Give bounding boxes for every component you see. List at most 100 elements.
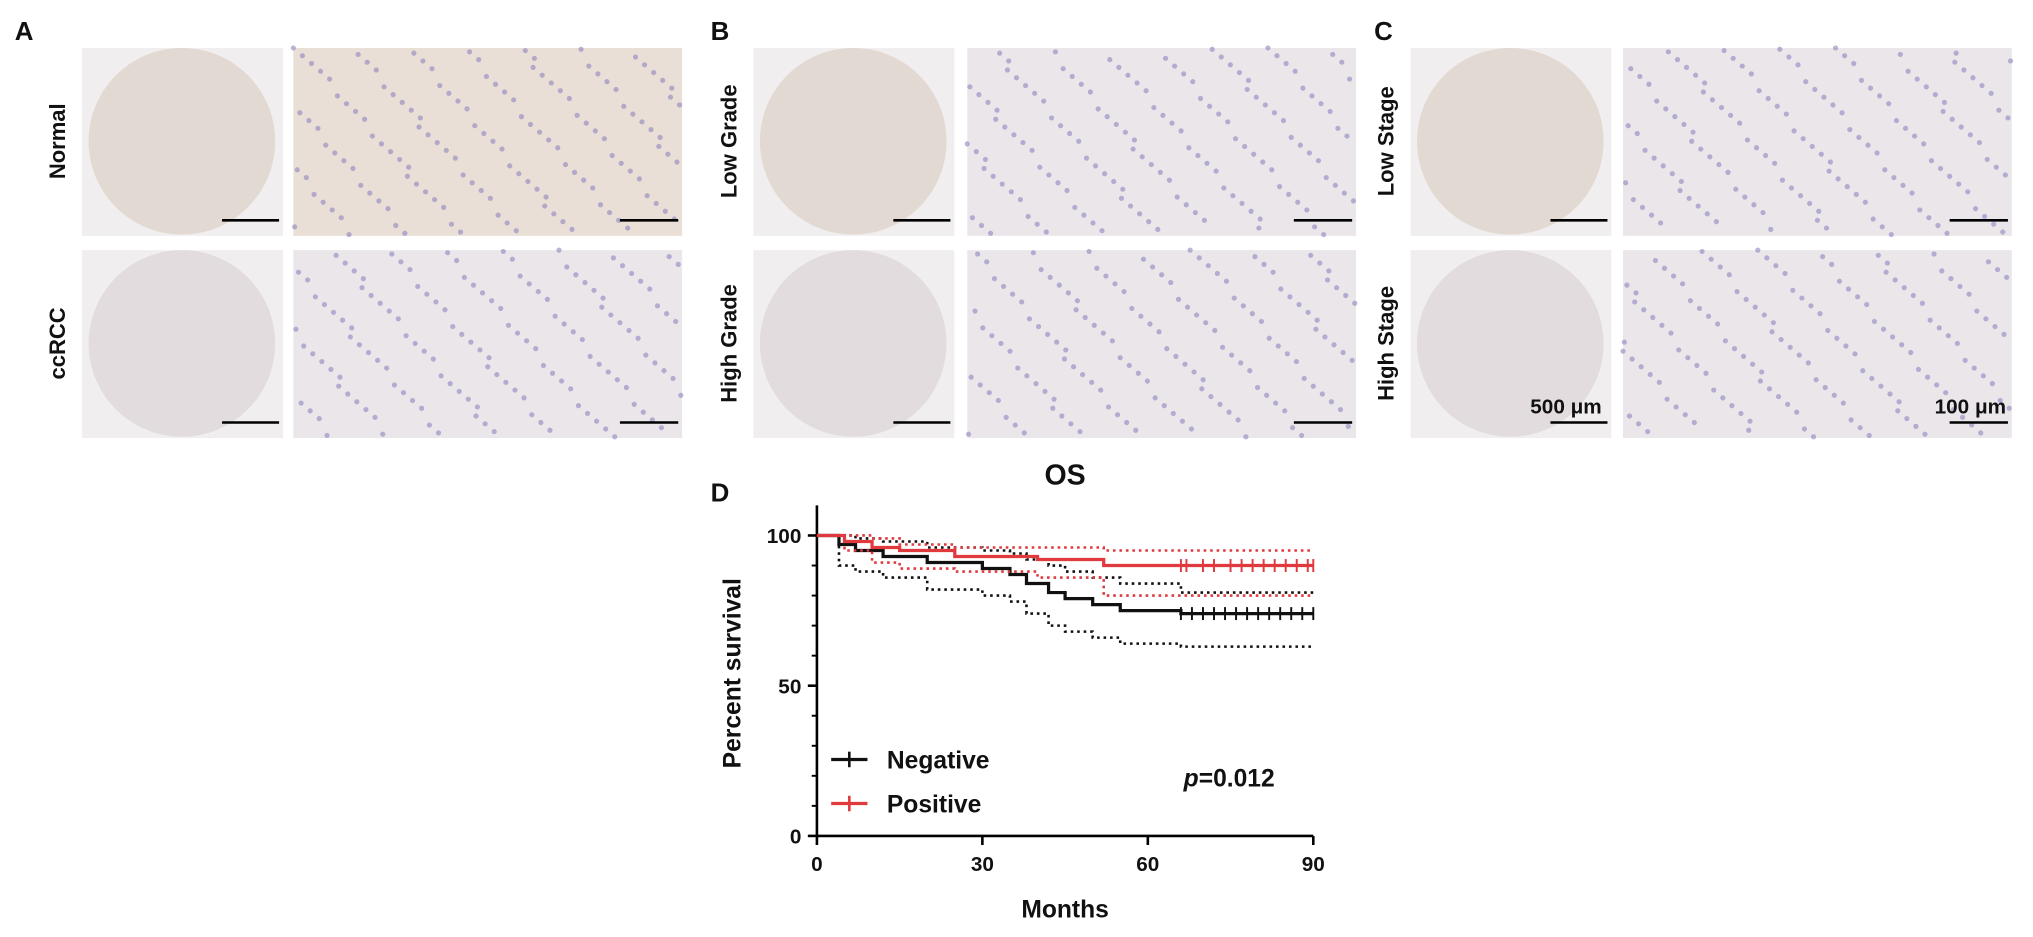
- nucleus: [1752, 304, 1758, 310]
- nucleus: [1162, 55, 1169, 61]
- nucleus: [1081, 212, 1087, 218]
- nucleus: [1787, 344, 1793, 350]
- nucleus: [674, 159, 680, 165]
- nucleus: [470, 282, 477, 288]
- nucleus: [1161, 403, 1167, 409]
- nucleus: [1648, 212, 1655, 218]
- nucleus: [1660, 163, 1666, 169]
- nucleus: [1919, 300, 1925, 306]
- nucleus: [1236, 69, 1243, 76]
- nucleus: [597, 202, 604, 208]
- nucleus: [1315, 158, 1322, 164]
- nucleus: [1910, 292, 1916, 299]
- nucleus: [1791, 128, 1797, 134]
- nucleus: [1112, 281, 1118, 287]
- y-tick-label: 50: [778, 675, 801, 698]
- nucleus: [483, 73, 490, 80]
- nucleus: [1102, 171, 1108, 177]
- nucleus: [1137, 211, 1143, 217]
- nucleus: [658, 425, 664, 431]
- nucleus: [1140, 256, 1147, 262]
- nucleus: [644, 193, 650, 199]
- nucleus: [456, 388, 462, 394]
- confidence-band: [816, 534, 1314, 597]
- nucleus: [460, 172, 466, 178]
- nucleus: [1159, 272, 1165, 278]
- nucleus: [1676, 347, 1682, 353]
- scale-bar-label: 500 μm: [1530, 395, 1601, 418]
- nucleus: [478, 187, 484, 194]
- nucleus: [1217, 401, 1223, 407]
- nucleus: [1777, 46, 1783, 52]
- nucleus: [1652, 257, 1659, 264]
- nucleus: [1847, 127, 1853, 133]
- nucleus: [1831, 392, 1837, 398]
- nucleus: [1718, 104, 1725, 111]
- nucleus: [295, 269, 302, 275]
- tma-core: [759, 47, 947, 235]
- nucleus: [538, 419, 544, 426]
- nucleus: [1774, 103, 1780, 109]
- nucleus: [1118, 195, 1125, 201]
- nucleus: [1299, 432, 1305, 439]
- nucleus: [529, 412, 535, 418]
- nucleus: [1098, 387, 1104, 393]
- nucleus: [1292, 68, 1298, 74]
- nucleus: [1201, 217, 1208, 223]
- nucleus: [481, 130, 487, 137]
- nucleus: [1936, 325, 1942, 331]
- nucleus: [1862, 199, 1868, 205]
- nucleus: [653, 200, 659, 207]
- nucleus: [504, 220, 510, 226]
- nucleus: [1668, 330, 1674, 336]
- nucleus: [999, 181, 1005, 187]
- nucleus: [648, 127, 654, 133]
- nucleus: [351, 268, 357, 274]
- nucleus: [1625, 123, 1631, 129]
- nucleus: [540, 362, 547, 369]
- nucleus: [479, 290, 486, 296]
- nucleus: [1801, 426, 1808, 432]
- nucleus: [398, 259, 404, 265]
- nucleus: [415, 283, 421, 290]
- nucleus: [1286, 191, 1292, 197]
- nucleus: [1726, 272, 1732, 278]
- nucleus: [1795, 62, 1801, 68]
- nucleus: [1187, 247, 1193, 253]
- nucleus: [1812, 86, 1818, 93]
- nucleus: [1131, 137, 1138, 143]
- nucleus: [1980, 373, 1986, 379]
- nucleus: [654, 303, 661, 309]
- nucleus: [1010, 291, 1016, 297]
- nucleus: [499, 146, 505, 152]
- nucleus: [1788, 185, 1795, 191]
- nucleus: [409, 397, 416, 404]
- nucleus: [675, 261, 681, 267]
- nucleus: [1760, 209, 1766, 216]
- nucleus: [1011, 132, 1017, 138]
- nucleus: [1948, 276, 1954, 282]
- nucleus: [1770, 320, 1776, 326]
- nucleus: [1727, 112, 1734, 118]
- nucleus: [1757, 378, 1763, 384]
- nucleus: [417, 115, 423, 121]
- nucleus: [546, 137, 552, 143]
- nucleus: [1750, 361, 1756, 367]
- nucleus: [1296, 301, 1302, 308]
- nucleus: [1174, 194, 1180, 200]
- nucleus: [315, 125, 321, 131]
- nucleus: [319, 358, 325, 365]
- nucleus: [1335, 125, 1341, 131]
- nucleus: [1829, 261, 1835, 267]
- nucleus: [1809, 143, 1815, 150]
- nucleus: [1900, 182, 1906, 188]
- nucleus: [364, 59, 370, 65]
- nucleus: [1878, 383, 1884, 389]
- nucleus: [621, 103, 627, 109]
- nucleus: [1725, 169, 1731, 175]
- nucleus: [1762, 152, 1769, 159]
- nucleus: [487, 195, 493, 201]
- nucleus: [455, 98, 461, 104]
- nucleus: [608, 312, 614, 318]
- nucleus: [1135, 370, 1141, 376]
